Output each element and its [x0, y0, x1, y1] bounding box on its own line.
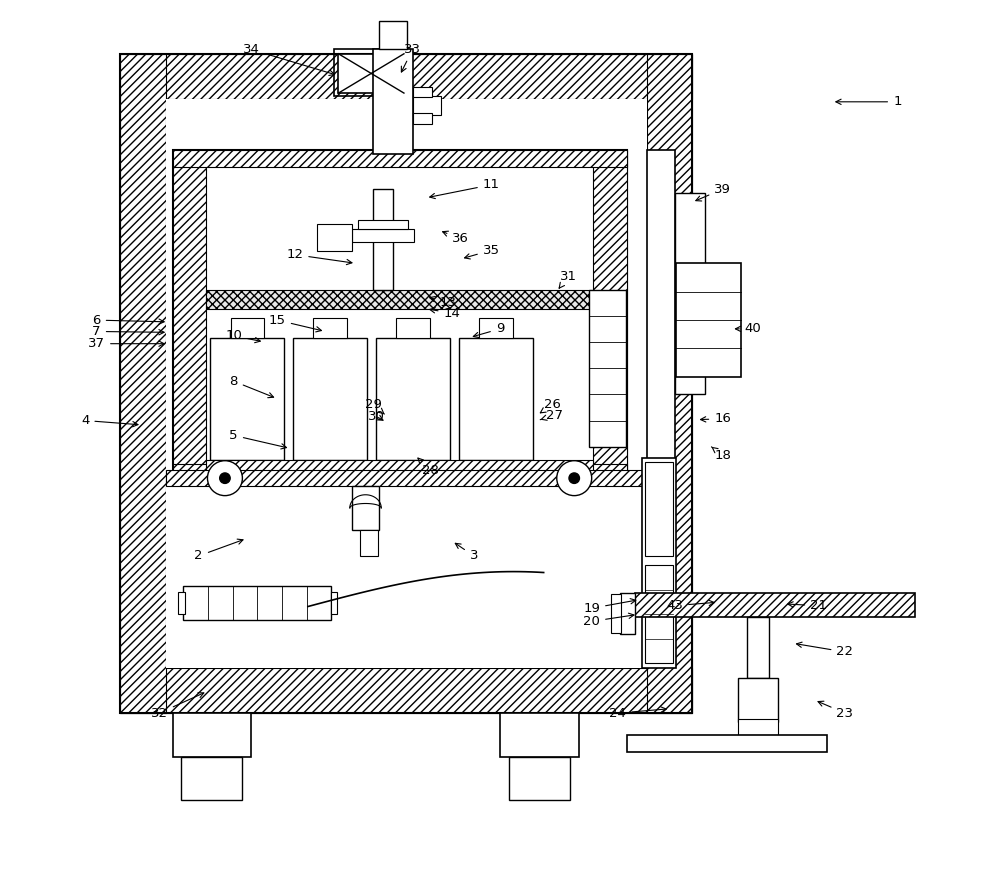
Bar — [376, 337, 450, 460]
Circle shape — [557, 461, 592, 496]
Bar — [334, 49, 408, 95]
Bar — [747, 617, 769, 678]
Bar — [627, 735, 827, 752]
Bar — [173, 464, 627, 482]
Text: 36: 36 — [443, 231, 469, 245]
Bar — [331, 591, 337, 614]
Text: 2: 2 — [194, 539, 243, 562]
Bar — [317, 224, 352, 251]
Bar — [231, 318, 264, 337]
Bar — [675, 194, 705, 394]
Text: 4: 4 — [81, 414, 138, 427]
Bar — [642, 458, 676, 668]
Text: 39: 39 — [696, 182, 731, 201]
Bar — [645, 565, 673, 663]
Text: 30: 30 — [368, 410, 384, 422]
Text: 26: 26 — [540, 399, 561, 413]
Bar — [178, 591, 185, 614]
Bar — [313, 318, 347, 337]
Bar — [352, 486, 379, 530]
Text: 6: 6 — [92, 314, 164, 327]
Bar — [352, 229, 414, 242]
Bar — [593, 150, 627, 482]
Text: 7: 7 — [92, 325, 164, 338]
Bar — [373, 49, 413, 154]
Bar — [360, 530, 378, 556]
Bar — [500, 713, 579, 757]
Bar — [173, 150, 206, 482]
Text: 20: 20 — [583, 613, 634, 628]
Bar — [206, 290, 593, 309]
Bar — [413, 113, 432, 124]
Text: 16: 16 — [700, 413, 731, 425]
Bar — [120, 668, 692, 713]
Text: 14: 14 — [430, 307, 460, 320]
Text: 3: 3 — [455, 543, 478, 562]
Bar — [358, 220, 408, 229]
Text: 37: 37 — [88, 337, 164, 350]
Text: 27: 27 — [540, 409, 563, 422]
Bar — [166, 470, 647, 486]
Text: 18: 18 — [711, 447, 731, 462]
Bar — [611, 594, 621, 632]
Bar — [647, 53, 692, 713]
Text: 12: 12 — [286, 248, 352, 265]
Text: 8: 8 — [229, 375, 274, 398]
Bar — [293, 337, 367, 460]
Text: 43: 43 — [666, 599, 714, 612]
Bar — [173, 150, 627, 482]
Text: 23: 23 — [818, 701, 853, 719]
Text: 21: 21 — [788, 599, 827, 612]
Text: 13: 13 — [430, 296, 456, 309]
Circle shape — [569, 473, 579, 484]
Text: 22: 22 — [796, 642, 853, 659]
Text: 9: 9 — [473, 322, 504, 337]
Bar — [206, 460, 593, 476]
Text: 33: 33 — [401, 43, 421, 72]
Bar — [120, 53, 166, 713]
Bar — [635, 592, 915, 617]
Text: 34: 34 — [243, 43, 335, 75]
Bar — [589, 290, 626, 447]
Text: 1: 1 — [836, 95, 902, 109]
Bar — [645, 463, 673, 556]
Bar — [181, 757, 242, 801]
Bar — [738, 719, 778, 735]
Bar — [373, 189, 393, 290]
Text: 35: 35 — [465, 244, 500, 259]
Bar — [459, 337, 533, 460]
Bar — [120, 53, 692, 713]
Bar — [676, 264, 741, 377]
Text: 31: 31 — [559, 270, 577, 288]
Bar — [479, 318, 513, 337]
Text: 10: 10 — [225, 329, 260, 343]
Text: 19: 19 — [583, 598, 636, 615]
Text: 28: 28 — [418, 458, 439, 477]
Bar — [173, 713, 251, 757]
Bar — [647, 150, 675, 491]
Text: 24: 24 — [609, 707, 666, 719]
Text: 29: 29 — [365, 399, 384, 414]
Text: 40: 40 — [735, 322, 762, 336]
Bar — [509, 757, 570, 801]
Bar — [120, 53, 692, 99]
Text: 5: 5 — [229, 429, 287, 449]
Bar — [166, 99, 647, 668]
Bar — [173, 150, 627, 167]
Bar — [413, 95, 441, 115]
Text: 15: 15 — [269, 314, 321, 332]
Text: 11: 11 — [430, 178, 500, 199]
Circle shape — [220, 473, 230, 484]
Bar — [338, 53, 404, 93]
Circle shape — [207, 461, 242, 496]
Bar — [396, 318, 430, 337]
Bar — [379, 22, 407, 49]
Bar — [183, 586, 331, 619]
Bar — [738, 678, 778, 722]
Text: 32: 32 — [151, 693, 204, 719]
Bar — [413, 87, 432, 97]
Bar — [210, 337, 284, 460]
Bar — [620, 592, 635, 634]
